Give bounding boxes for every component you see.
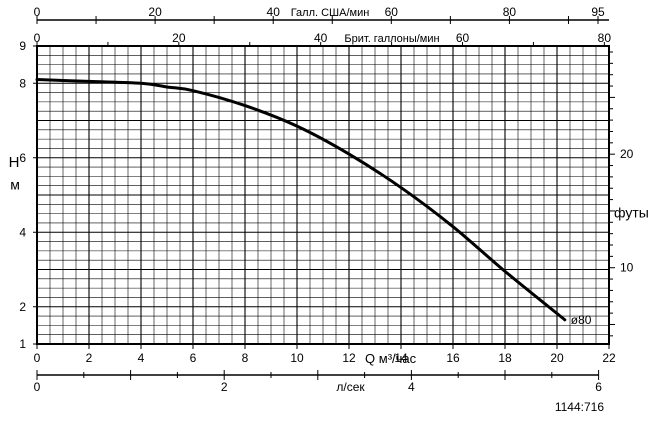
x-axis-label: Q м³/час — [365, 351, 417, 366]
top-uk-tick-label: 0 — [34, 31, 41, 45]
x-tick-label: 14 — [394, 351, 408, 365]
top-axis-us-label: Галл. США/мин — [291, 7, 370, 19]
top-uk-tick-label: 20 — [172, 31, 186, 45]
figure-code: 1144:716 — [555, 400, 604, 414]
x-tick-label: 0 — [34, 351, 41, 365]
y-tick-label: 8 — [19, 76, 26, 90]
top-axis-uk-label: Брит. галлоны/мин — [344, 33, 439, 45]
top-uk-tick-label: 60 — [456, 31, 470, 45]
top-us-tick-label: 95 — [591, 5, 605, 19]
x-tick-label: 18 — [498, 351, 512, 365]
bottom-axis-lsec-label: л/сек — [336, 380, 365, 394]
top-axis-us-ticks: 0 20 40 60 80 95 — [34, 5, 605, 24]
bottom-tick-label: 6 — [595, 380, 602, 394]
y-tick-label: 9 — [19, 39, 26, 53]
x-tick-label: 22 — [602, 351, 616, 365]
y-right-tick-label: 10 — [620, 261, 634, 275]
top-axes: 0 20 40 60 80 95 Галл. США/мин 0 20 40 60 80 Брит… — [34, 5, 612, 46]
x-axis-ticks: 0 2 4 6 8 10 12 14 16 18 20 22 — [34, 344, 616, 365]
top-us-tick-label: 0 — [34, 5, 41, 19]
bottom-tick-label: 2 — [221, 380, 228, 394]
top-us-tick-label: 60 — [385, 5, 399, 19]
bottom-axis-lsec-ticks: 0 2 4 6 — [34, 370, 602, 394]
y-right-tick-label: 20 — [620, 147, 634, 161]
y-tick-label: 6 — [19, 151, 26, 165]
y-axis-right-label: футы — [614, 204, 649, 220]
bottom-axis-lsec: 0 2 4 6 л/сек — [34, 370, 602, 394]
x-tick-label: 2 — [86, 351, 93, 365]
y-tick-label: 1 — [19, 337, 26, 351]
bottom-tick-label: 0 — [34, 380, 41, 394]
x-tick-label: 6 — [190, 351, 197, 365]
top-us-tick-label: 80 — [503, 5, 517, 19]
bottom-tick-label: 4 — [408, 380, 415, 394]
x-tick-label: 4 — [138, 351, 145, 365]
y-axis-left-ticks: 1 2 4 6 8 9 — [19, 39, 37, 351]
y-tick-label: 4 — [19, 225, 26, 239]
x-tick-label: 16 — [446, 351, 460, 365]
top-us-tick-label: 20 — [148, 5, 162, 19]
top-uk-tick-label: 80 — [598, 31, 612, 45]
series-line-o80 — [35, 78, 567, 322]
y-axis-right-ticks: 10 20 — [609, 51, 634, 337]
top-us-tick-label: 40 — [267, 5, 281, 19]
plot-frame — [36, 45, 610, 345]
x-tick-label: 20 — [550, 351, 564, 365]
y-axis-left-label-line2: м — [10, 176, 20, 192]
top-uk-tick-label: 40 — [314, 31, 328, 45]
y-axis-left-label-line1: Н — [9, 154, 20, 171]
top-axis-uk-ticks: 0 20 40 60 80 — [34, 31, 612, 46]
series-label-o80: ø80 — [571, 313, 592, 327]
y-tick-label: 2 — [19, 300, 26, 314]
x-tick-label: 8 — [242, 351, 249, 365]
x-tick-label: 12 — [342, 351, 356, 365]
x-tick-label: 10 — [290, 351, 304, 365]
